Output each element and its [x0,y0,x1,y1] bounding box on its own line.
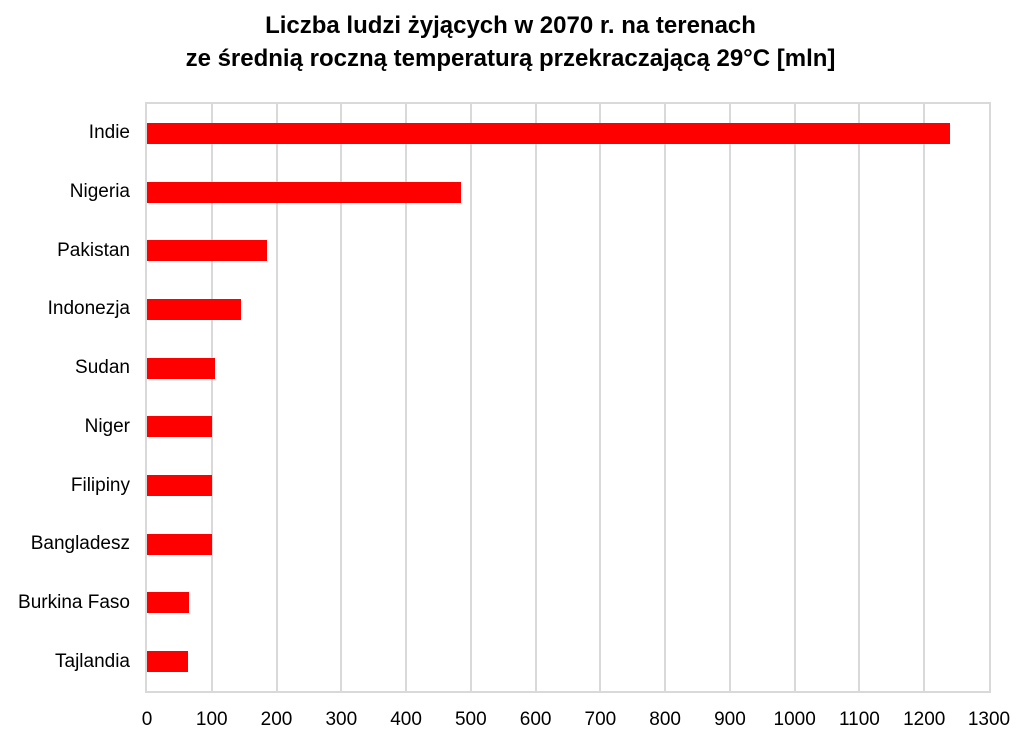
bar-burkina-faso [147,592,190,614]
x-tick-label: 200 [260,709,293,730]
x-tick-label: 1300 [967,709,1011,730]
gridline [275,104,278,691]
x-tick-label: 700 [584,709,617,730]
category-label: Burkina Faso [18,591,130,613]
category-label: Niger [84,415,130,437]
gridline [405,104,408,691]
gridline [858,104,861,691]
x-tick-label: 400 [390,709,422,730]
x-tick-label: 1000 [773,709,816,730]
category-label: Nigeria [69,181,130,203]
category-label: Indonezja [47,298,130,320]
x-tick-label: 500 [454,709,487,730]
x-tick-label: 800 [649,709,681,730]
gridline [599,104,602,691]
x-tick-label: 0 [141,709,153,730]
category-label: Indie [88,122,130,144]
x-tick-label: 600 [519,709,552,730]
bar-sudan [147,357,215,379]
gridline [340,104,343,691]
bar-indonezja [147,298,241,320]
plot-area [145,102,991,693]
x-tick-label: 1200 [903,709,946,730]
gridline [793,104,796,691]
category-label: Filipiny [70,474,130,496]
gridline [210,104,213,691]
bar-indie [147,122,951,144]
chart-title-line-2: ze średnią roczną temperaturą przekracza… [185,45,836,72]
category-label: Tajlandia [55,650,130,672]
x-tick-label: 100 [195,709,228,730]
gridline [534,104,537,691]
category-label: Sudan [75,357,130,379]
bar-nigeria [147,181,462,203]
gridline [469,104,472,691]
bar-niger [147,416,212,438]
bar-pakistan [147,240,267,262]
x-tick-label: 900 [714,709,746,730]
gridline [923,104,926,691]
gridline [728,104,731,691]
x-tick-label: 300 [325,709,358,730]
category-label: Bangladesz [30,533,130,555]
bar-filipiny [147,475,212,497]
chart-title: Liczba ludzi żyjących w 2070 r. na teren… [0,9,1021,75]
gridline [664,104,667,691]
chart-title-line-1: Liczba ludzi żyjących w 2070 r. na teren… [265,12,756,39]
bar-bangladesz [147,533,212,555]
x-tick-label: 1100 [839,709,880,730]
bar-tajlandia [147,651,188,673]
category-label: Pakistan [57,239,130,261]
